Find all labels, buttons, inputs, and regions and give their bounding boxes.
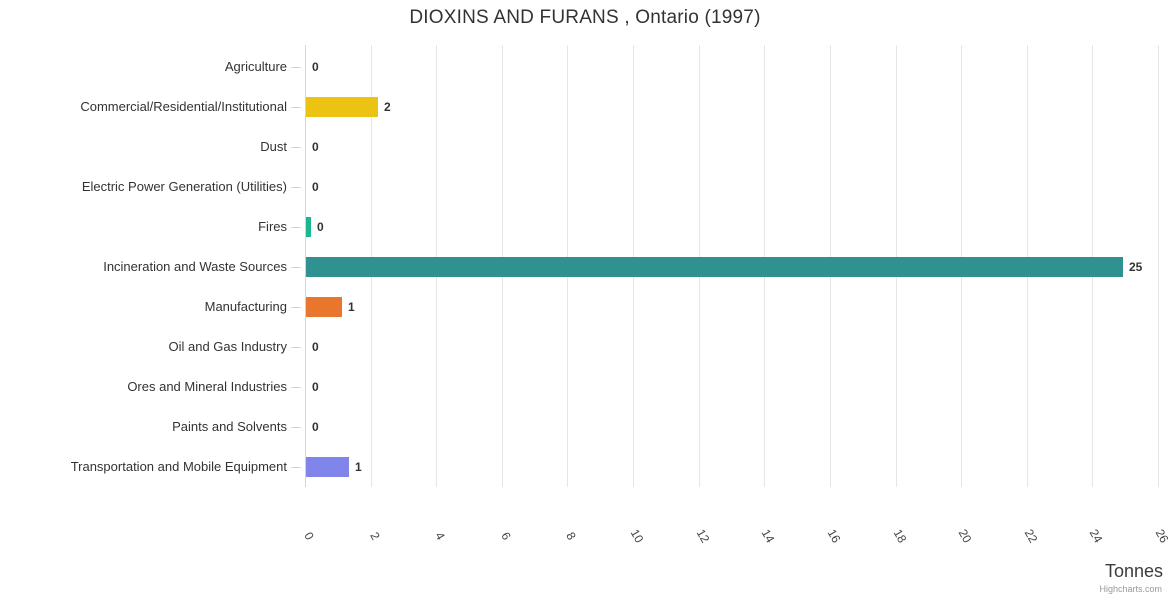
- chart-title: DIOXINS AND FURANS , Ontario (1997): [409, 7, 761, 28]
- x-axis-tick-label: 16: [824, 526, 844, 546]
- bar-fires[interactable]: [306, 217, 311, 237]
- category-tick: [291, 307, 301, 308]
- bar-data-label: 0: [312, 180, 319, 194]
- category-label: Agriculture: [224, 59, 287, 74]
- x-axis-tick-label: 14: [758, 526, 778, 546]
- x-axis-tick-label: 26: [1152, 526, 1170, 546]
- category-tick: [291, 387, 301, 388]
- bar-data-label: 0: [317, 220, 324, 234]
- category-axis-line: [305, 45, 306, 487]
- category-tick: [291, 267, 301, 268]
- bar-data-label: 0: [312, 380, 319, 394]
- x-axis-title: Tonnes: [1104, 561, 1163, 581]
- bar-data-label: 25: [1129, 260, 1143, 274]
- x-axis-tick-label: 20: [955, 526, 975, 546]
- category-tick: [291, 147, 301, 148]
- category-label: Oil and Gas Industry: [168, 339, 288, 354]
- category-label: Ores and Mineral Industries: [127, 379, 287, 394]
- x-axis-tick-label: 10: [627, 526, 647, 546]
- category-tick: [291, 107, 301, 108]
- bar-data-label: 2: [384, 100, 391, 114]
- bar-data-label: 1: [355, 460, 362, 474]
- x-axis-tick-label: 18: [890, 526, 909, 546]
- x-axis-tick-label: 8: [563, 529, 580, 543]
- bar-manufacturing[interactable]: [306, 297, 342, 317]
- bar-commercial-residential-institutional[interactable]: [306, 97, 378, 117]
- x-axis-tick-label: 12: [693, 526, 713, 546]
- x-axis-tick-label: 24: [1086, 526, 1106, 546]
- category-label: Commercial/Residential/Institutional: [80, 99, 287, 114]
- plot-gridline: [1158, 45, 1159, 487]
- category-tick: [291, 227, 301, 228]
- category-tick: [291, 187, 301, 188]
- x-axis-tick-label: 0: [301, 529, 317, 543]
- highcharts-credit[interactable]: Highcharts.com: [1099, 584, 1162, 594]
- category-tick: [291, 467, 301, 468]
- category-tick: [291, 67, 301, 68]
- category-tick: [291, 427, 301, 428]
- bar-transportation-and-mobile-equipment[interactable]: [306, 457, 349, 477]
- x-axis-tick-label: 22: [1021, 526, 1041, 546]
- bar-incineration-and-waste-sources[interactable]: [306, 257, 1123, 277]
- bar-data-label: 0: [312, 340, 319, 354]
- bar-data-label: 0: [312, 420, 319, 434]
- category-label: Paints and Solvents: [172, 419, 287, 434]
- category-label: Dust: [260, 139, 287, 154]
- bar-data-label: 0: [312, 60, 319, 74]
- category-label: Incineration and Waste Sources: [103, 259, 287, 274]
- bar-data-label: 1: [348, 300, 355, 314]
- category-tick: [291, 347, 301, 348]
- x-axis-tick-label: 2: [366, 529, 383, 543]
- category-label: Electric Power Generation (Utilities): [81, 179, 287, 194]
- x-axis-tick-label: 6: [498, 529, 514, 543]
- category-label: Fires: [258, 219, 287, 234]
- category-label: Manufacturing: [204, 299, 287, 314]
- bar-data-label: 0: [312, 140, 319, 154]
- category-label: Transportation and Mobile Equipment: [70, 459, 287, 474]
- x-axis-tick-label: 4: [432, 529, 448, 543]
